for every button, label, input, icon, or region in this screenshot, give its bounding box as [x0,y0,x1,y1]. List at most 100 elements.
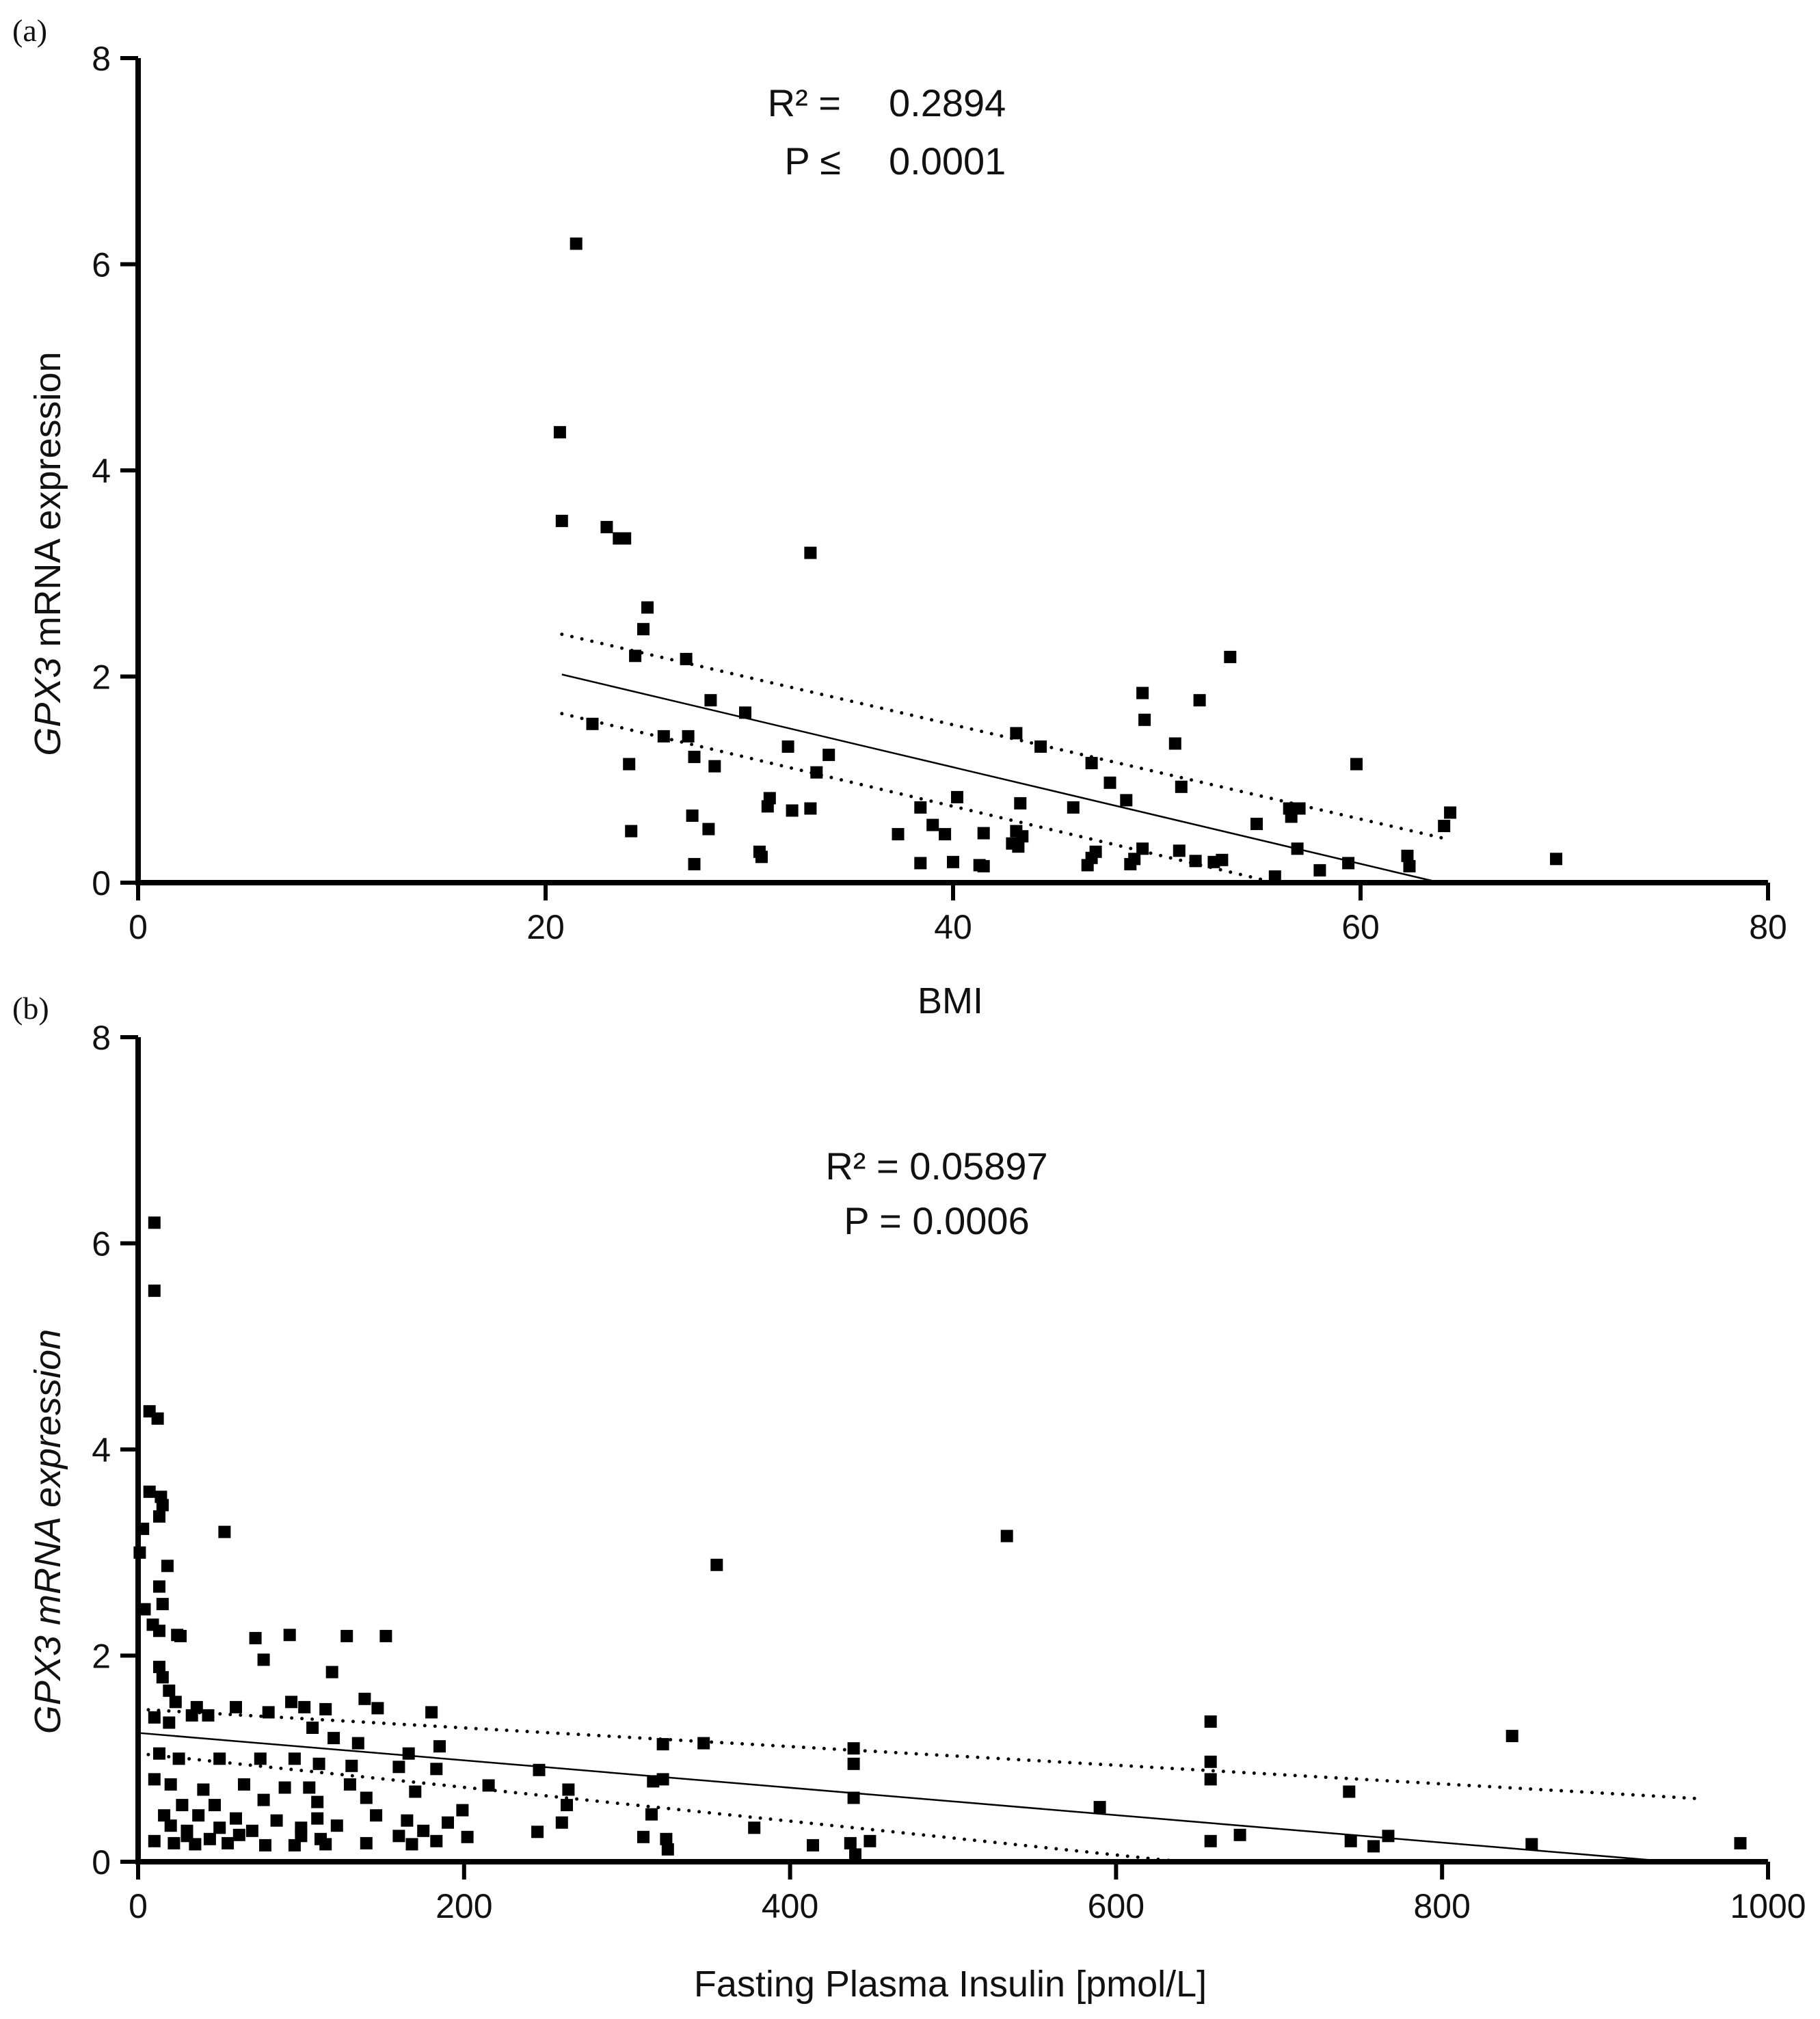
panel-b-data-point-46 [1204,1715,1217,1728]
panel-a-data-point-82 [1550,853,1563,866]
panel-b-data-point-114 [461,1830,474,1843]
panel-a-label: (a) [12,13,47,48]
panel-a-r2-label: R² = [768,81,841,124]
panel-b-data-point-45 [1505,1730,1518,1743]
panel-a-data-point-41 [1444,806,1457,819]
panel-a-y-axis-title-gene: GPX3 [27,658,68,756]
panel-b-data-point-124 [222,1836,235,1849]
panel-a-data-point-28 [1085,757,1098,770]
panel-a-data-point-30 [810,766,823,779]
panel-b-data-point-84 [257,1793,270,1806]
panel-b-data-point-6 [156,1499,169,1512]
panel-a-data-point-16 [1138,713,1151,726]
panel-a-data-point-15 [739,706,751,719]
panel-b-data-point-60 [288,1752,301,1765]
panel-a-data-point-27 [623,758,636,771]
panel-a-data-point-53 [1016,830,1029,843]
panel-b-data-point-68 [647,1775,660,1788]
panel-b-data-point-79 [847,1791,860,1804]
panel-a-p-value: 0.0001 [889,139,1006,183]
panel-a-data-point-35 [1067,801,1080,814]
panel-b-data-point-61 [312,1757,325,1770]
panel-b-fit-lines [136,1707,1705,1864]
panel-b-data-point-48 [351,1737,364,1750]
panel-a-data-point-29 [1350,758,1363,771]
panel-b-data-point-53 [847,1742,860,1755]
panel-b-data-point-55 [847,1757,860,1770]
panel-b-data-point-127 [319,1838,332,1851]
panel-a-x-tick-label: 0 [129,908,148,946]
panel-b-data-point-83 [209,1799,221,1812]
panel-a-data-point-25 [688,751,701,764]
panel-b-data-point-91 [192,1809,205,1822]
panel-a-data-point-31 [1103,776,1116,789]
panel-a-data-point-72 [1081,859,1094,872]
panel-a-data-point-0 [570,237,583,250]
panel-b-data-point-133 [1344,1834,1357,1847]
panel-b-data-point-10 [1000,1529,1013,1542]
panel-a-data-point-69 [947,855,959,868]
panel-b-x-tick-label: 200 [436,1887,492,1925]
panel-b-data-point-101 [245,1824,258,1837]
panel-b-data-point-78 [562,1783,575,1796]
panel-b-data-point-27 [156,1671,169,1684]
panel-b-data-point-118 [1204,1834,1217,1847]
panel-b-data-point-111 [295,1830,308,1843]
panel-b-data-point-36 [319,1702,332,1715]
panel-b-data-point-126 [288,1839,301,1851]
panel-a-data-point-55 [702,823,715,835]
panel-b-y-tick-label: 0 [92,1843,111,1882]
panel-b-data-point-81 [1093,1801,1106,1814]
panel-b-y-tick-label: 4 [92,1431,111,1469]
panel-b-x-tick-label: 400 [762,1887,818,1925]
panel-b-data-point-30 [169,1696,182,1709]
panel-a-data-point-40 [1285,810,1298,823]
panel-b-data-point-104 [417,1824,430,1837]
panel-b-data-point-18 [153,1624,165,1637]
panel-b-data-point-116 [660,1832,673,1845]
panel-a-fit-lines [560,632,1450,885]
panel-a-ci-upper-line [560,632,1450,842]
panel-b-data-point-74 [303,1781,316,1794]
panel-b-data-point-136 [1734,1836,1747,1849]
panel-a-data-point-62 [755,851,768,864]
panel-b-data-point-54 [1204,1755,1217,1768]
panel-a-data-point-26 [708,760,721,773]
panel-b-data-point-130 [430,1834,443,1847]
panel-b-data-point-90 [158,1809,171,1822]
panel-b-data-point-22 [283,1629,296,1642]
panel-a-data-point-3 [600,520,613,533]
panel-b-x-axis-title: Fasting Plasma Insulin [pmol/L] [694,1964,1207,2005]
panel-a-x-tick-label: 40 [934,908,972,946]
panel-b-data-point-0 [148,1216,161,1229]
panel-b-data-point-115 [637,1830,650,1843]
panel-a-data-point-43 [804,802,817,815]
panel-a-data-point-24 [822,749,835,762]
panel-b-data-point-42 [148,1711,161,1724]
panel-b-data-point-21 [249,1631,262,1644]
panel-b-data-point-87 [456,1804,469,1817]
panel-a-data-point-19 [682,730,695,743]
panel-b-y-tick-label: 2 [92,1637,111,1676]
panel-b-data-point-25 [257,1653,270,1666]
panel-a-data-point-37 [1014,797,1027,810]
panel-b-y-tick-label: 8 [92,1019,111,1057]
panel-b: (b) 0 200 400 600 800 1000 0 2 4 6 8 Fasting Plasm… [12,991,1806,2005]
panel-a-data-point-44 [686,810,699,822]
panel-a-x-tick-label: 20 [526,908,565,946]
panel-b-data-point-59 [254,1752,267,1765]
panel-b-data-point-123 [189,1838,202,1851]
panel-a-x-tick-label: 80 [1749,908,1787,946]
panel-b-data-point-32 [425,1706,438,1719]
panel-b-data-point-12 [710,1558,723,1571]
panel-a-data-point-6 [804,546,817,559]
panel-a: (a) 0 20 40 60 80 0 2 4 6 8 BMI GPX3 mRNA express… [12,13,1787,1021]
panel-a-data-point-13 [1193,694,1206,707]
panel-b-data-point-43 [163,1716,176,1729]
panel-a-data-point-66 [1401,849,1414,862]
panel-a-data-point-75 [1189,855,1202,868]
panel-a-data-point-36 [761,800,774,813]
panel-b-data-point-62 [345,1759,358,1772]
panel-a-data-point-1 [553,426,566,439]
